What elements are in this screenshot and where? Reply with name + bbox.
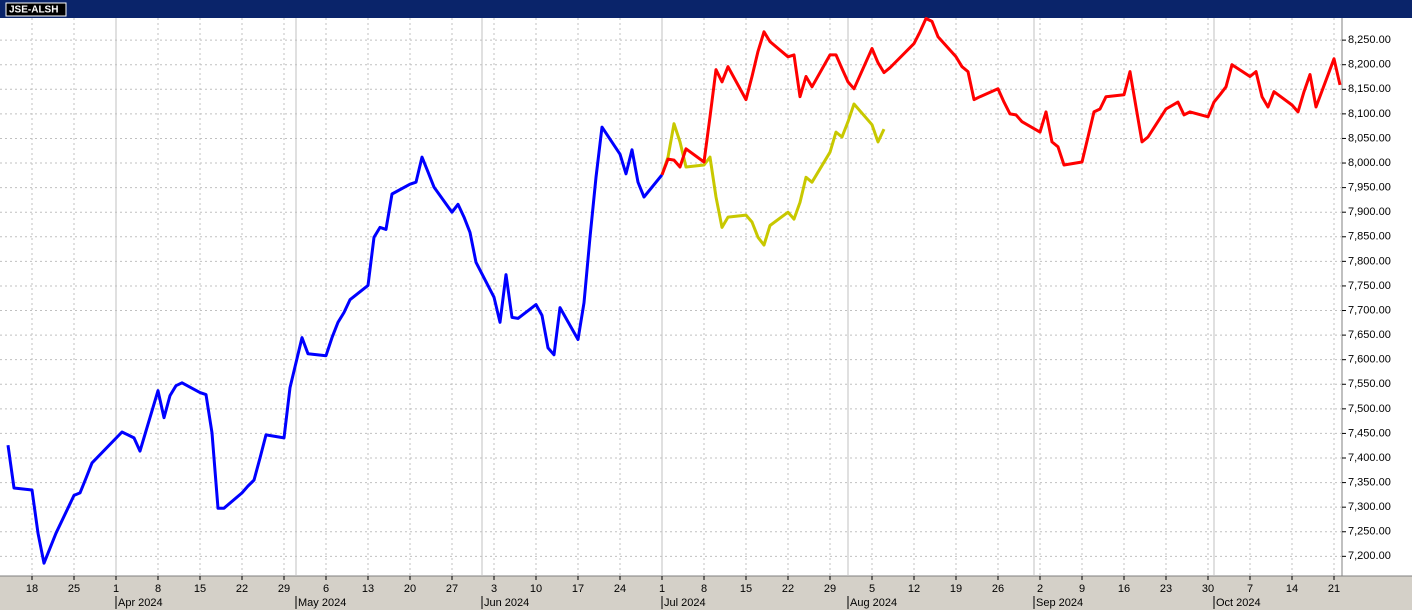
month-label: Jun 2024 bbox=[484, 597, 529, 609]
x-tick-label: 21 bbox=[1328, 583, 1340, 595]
x-tick-label: 25 bbox=[68, 583, 80, 595]
month-label: Sep 2024 bbox=[1036, 597, 1083, 609]
x-tick-label: 12 bbox=[908, 583, 920, 595]
y-tick-label: 7,250.00 bbox=[1348, 526, 1391, 538]
x-tick-label: 13 bbox=[362, 583, 374, 595]
x-tick-label: 20 bbox=[404, 583, 416, 595]
y-tick-label: 8,150.00 bbox=[1348, 83, 1391, 95]
series-line bbox=[6, 125, 664, 565]
x-tick-label: 14 bbox=[1286, 583, 1298, 595]
x-tick-label: 30 bbox=[1202, 583, 1214, 595]
x-tick-label: 9 bbox=[1079, 583, 1085, 595]
x-tick-label: 24 bbox=[614, 583, 626, 595]
x-tick-label: 23 bbox=[1160, 583, 1172, 595]
x-tick-label: 18 bbox=[26, 583, 38, 595]
y-tick-label: 7,550.00 bbox=[1348, 378, 1391, 390]
x-tick-label: 15 bbox=[740, 583, 752, 595]
y-tick-label: 7,950.00 bbox=[1348, 182, 1391, 194]
y-tick-label: 7,900.00 bbox=[1348, 206, 1391, 218]
series-line bbox=[660, 102, 886, 247]
y-tick-label: 7,650.00 bbox=[1348, 329, 1391, 341]
x-tick-label: 29 bbox=[278, 583, 290, 595]
month-label: Apr 2024 bbox=[118, 597, 163, 609]
series-line bbox=[660, 17, 1342, 176]
x-tick-label: 26 bbox=[992, 583, 1004, 595]
y-axis-area bbox=[1342, 18, 1412, 576]
x-tick-label: 19 bbox=[950, 583, 962, 595]
title-box bbox=[5, 2, 67, 17]
x-tick-label: 8 bbox=[155, 583, 161, 595]
x-tick-label: 22 bbox=[236, 583, 248, 595]
y-tick-label: 7,350.00 bbox=[1348, 476, 1391, 488]
x-tick-label: 5 bbox=[869, 583, 875, 595]
x-tick-label: 17 bbox=[572, 583, 584, 595]
y-tick-label: 7,850.00 bbox=[1348, 231, 1391, 243]
y-tick-label: 7,500.00 bbox=[1348, 403, 1391, 415]
y-tick-label: 7,450.00 bbox=[1348, 427, 1391, 439]
y-tick-label: 8,050.00 bbox=[1348, 132, 1391, 144]
x-tick-label: 15 bbox=[194, 583, 206, 595]
month-label: Oct 2024 bbox=[1216, 597, 1261, 609]
y-tick-label: 7,400.00 bbox=[1348, 452, 1391, 464]
month-label: Aug 2024 bbox=[850, 597, 897, 609]
x-tick-label: 16 bbox=[1118, 583, 1130, 595]
x-tick-label: 7 bbox=[1247, 583, 1253, 595]
y-tick-label: 7,800.00 bbox=[1348, 255, 1391, 267]
x-tick-label: 10 bbox=[530, 583, 542, 595]
month-label: Jul 2024 bbox=[664, 597, 706, 609]
x-tick-label: 22 bbox=[782, 583, 794, 595]
header-bar bbox=[0, 0, 1412, 18]
x-tick-label: 8 bbox=[701, 583, 707, 595]
x-tick-label: 29 bbox=[824, 583, 836, 595]
x-tick-label: 27 bbox=[446, 583, 458, 595]
y-tick-label: 7,300.00 bbox=[1348, 501, 1391, 513]
month-label: May 2024 bbox=[298, 597, 346, 609]
x-tick-label: 1 bbox=[659, 583, 665, 595]
chart-title: JSE-ALSH bbox=[9, 5, 58, 16]
y-tick-label: 7,700.00 bbox=[1348, 304, 1391, 316]
y-tick-label: 8,000.00 bbox=[1348, 157, 1391, 169]
y-tick-label: 7,600.00 bbox=[1348, 354, 1391, 366]
x-tick-label: 2 bbox=[1037, 583, 1043, 595]
x-tick-label: 3 bbox=[491, 583, 497, 595]
x-tick-label: 6 bbox=[323, 583, 329, 595]
x-tick-label: 1 bbox=[113, 583, 119, 595]
y-tick-label: 8,250.00 bbox=[1348, 34, 1391, 46]
x-axis-area bbox=[0, 576, 1412, 610]
y-tick-label: 7,200.00 bbox=[1348, 550, 1391, 562]
y-tick-label: 7,750.00 bbox=[1348, 280, 1391, 292]
y-tick-label: 8,200.00 bbox=[1348, 59, 1391, 71]
y-tick-label: 8,100.00 bbox=[1348, 108, 1391, 120]
